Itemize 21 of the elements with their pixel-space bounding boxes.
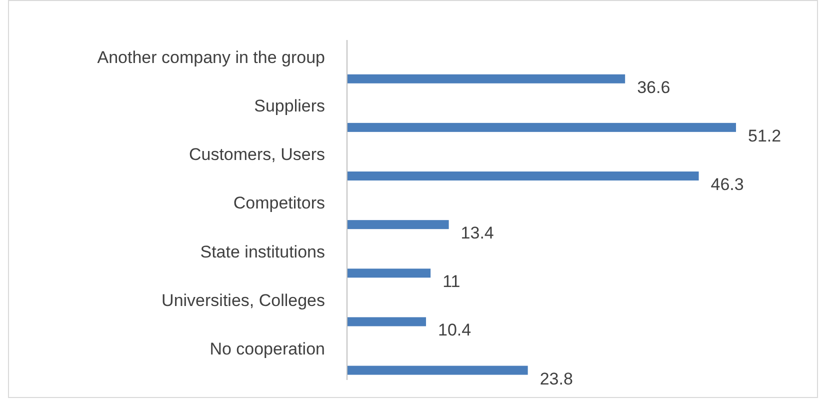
bar bbox=[347, 366, 528, 375]
y-tick-label: Suppliers bbox=[254, 96, 325, 116]
y-tick-label: No cooperation bbox=[210, 339, 325, 358]
y-tick-label: Customers, Users bbox=[188, 145, 325, 164]
data-label: 36.6 bbox=[637, 78, 670, 97]
bar bbox=[347, 74, 626, 84]
bar bbox=[347, 268, 431, 278]
bar bbox=[347, 172, 699, 180]
bar bbox=[347, 220, 449, 230]
data-label: 23.8 bbox=[540, 369, 573, 388]
data-label: 10.4 bbox=[438, 320, 472, 340]
data-label: 46.3 bbox=[710, 175, 744, 194]
y-tick-label: State institutions bbox=[200, 242, 325, 262]
data-label: 13.4 bbox=[460, 224, 494, 243]
bar bbox=[347, 122, 736, 132]
bar bbox=[347, 317, 426, 326]
y-tick-label: Another company in the group bbox=[97, 48, 325, 67]
y-tick-label: Universities, Colleges bbox=[162, 290, 325, 310]
y-tick-label: Competitors bbox=[233, 194, 325, 213]
data-label: 51.2 bbox=[748, 126, 782, 146]
data-label: 11 bbox=[442, 272, 460, 292]
